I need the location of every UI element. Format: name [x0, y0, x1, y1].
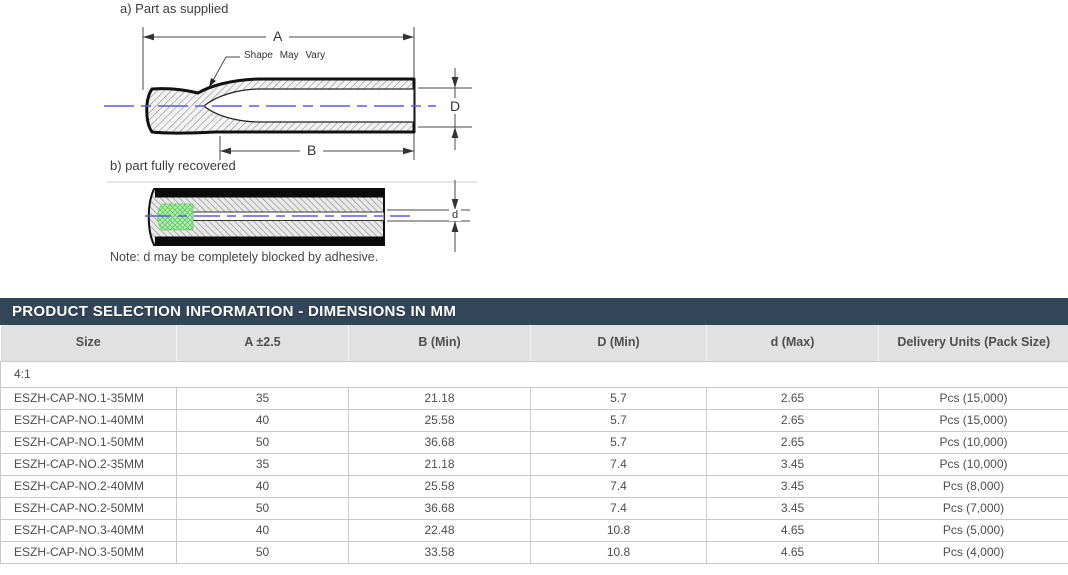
dim-label-d: d	[449, 209, 462, 221]
table-cell: 36.68	[348, 430, 531, 454]
table-cell: ESZH-CAP-NO.3-40MM	[0, 518, 177, 542]
figure-b-caption: b) part fully recovered	[110, 158, 236, 173]
table-cell: 5.7	[530, 386, 707, 410]
table-row: ESZH-CAP-NO.2-35MM 35 21.18 7.4 3.45 Pcs (10,…	[0, 452, 1068, 476]
table-row: ESZH-CAP-NO.1-35MM 35 21.18 5.7 2.65 Pcs (15,…	[0, 386, 1068, 410]
figures-section: a) Part as supplied Shape May Vary A B D…	[104, 1, 477, 264]
table-cell: Pcs (8,000)	[878, 474, 1068, 498]
table-cell: 21.18	[348, 386, 531, 410]
table-cell: Pcs (10,000)	[878, 430, 1068, 454]
table-cell: 4.65	[706, 518, 879, 542]
table-cell: 33.58	[348, 540, 531, 564]
table-cell: 35	[176, 386, 349, 410]
dim-label-A: A	[266, 28, 290, 44]
table-cell: ESZH-CAP-NO.2-50MM	[0, 496, 177, 520]
dim-label-B: B	[300, 142, 324, 158]
table-cell: 50	[176, 430, 349, 454]
table-cell: Pcs (15,000)	[878, 408, 1068, 432]
table-row: ESZH-CAP-NO.2-40MM 40 25.58 7.4 3.45 Pcs (8,0…	[0, 474, 1068, 498]
col-header-size: Size	[0, 325, 177, 362]
table-cell: 25.58	[348, 474, 531, 498]
table-cell: Pcs (4,000)	[878, 540, 1068, 564]
table-cell: 36.68	[348, 496, 531, 520]
table-cell: Pcs (7,000)	[878, 496, 1068, 520]
col-header-d-max: d (Max)	[706, 325, 879, 362]
figure-a-drawing	[104, 27, 472, 160]
col-header-delivery-units: Delivery Units (Pack Size)	[878, 325, 1068, 362]
table-cell: 3.45	[706, 452, 879, 476]
table-cell: Pcs (15,000)	[878, 386, 1068, 410]
table-title: PRODUCT SELECTION INFORMATION - DIMENSIO…	[12, 303, 457, 320]
adhesive-plug	[157, 203, 194, 231]
table-cell: Pcs (5,000)	[878, 518, 1068, 542]
figure-b-drawing	[107, 180, 477, 252]
technical-diagram-svg	[104, 27, 477, 252]
shape-note-leader	[209, 56, 240, 87]
col-header-b-min: B (Min)	[348, 325, 531, 362]
table-cell: 7.4	[530, 496, 707, 520]
table-cell: 10.8	[530, 540, 707, 564]
group-label: 4:1	[0, 360, 1068, 388]
table-row: ESZH-CAP-NO.3-50MM 50 33.58 10.8 4.65 Pcs (4,…	[0, 540, 1068, 564]
table-row: ESZH-CAP-NO.2-50MM 50 36.68 7.4 3.45 Pcs (7,0…	[0, 496, 1068, 520]
table-cell: 21.18	[348, 452, 531, 476]
shape-may-vary-note: Shape May Vary	[244, 50, 326, 61]
table-group-row: 4:1	[0, 360, 1068, 388]
adhesive-note: Note: d may be completely blocked by adh…	[110, 250, 379, 264]
table-header-row: Size A ±2.5 B (Min) D (Min) d (Max) Deli…	[0, 325, 1068, 362]
table-cell: 40	[176, 408, 349, 432]
table-row: ESZH-CAP-NO.1-50MM 50 36.68 5.7 2.65 Pcs (10,…	[0, 430, 1068, 454]
table-title-bar: PRODUCT SELECTION INFORMATION - DIMENSIO…	[0, 298, 1068, 325]
dim-label-D: D	[446, 98, 465, 114]
dimensions-table: Size A ±2.5 B (Min) D (Min) d (Max) Deli…	[0, 325, 1068, 564]
table-cell: 5.7	[530, 430, 707, 454]
col-header-d-min: D (Min)	[530, 325, 707, 362]
table-cell: 7.4	[530, 474, 707, 498]
table-cell: 7.4	[530, 452, 707, 476]
table-cell: 2.65	[706, 430, 879, 454]
dimension-D	[418, 68, 472, 150]
table-cell: 40	[176, 474, 349, 498]
table-cell: 3.45	[706, 474, 879, 498]
table-cell: 50	[176, 540, 349, 564]
table-body: 4:1 ESZH-CAP-NO.1-35MM 35 21.18 5.7 2.65 Pcs (…	[0, 360, 1068, 564]
table-row: ESZH-CAP-NO.1-40MM 40 25.58 5.7 2.65 Pcs (15,…	[0, 408, 1068, 432]
table-cell: 40	[176, 518, 349, 542]
table-cell: ESZH-CAP-NO.1-40MM	[0, 408, 177, 432]
product-selection-section: PRODUCT SELECTION INFORMATION - DIMENSIO…	[0, 298, 1068, 564]
table-cell: ESZH-CAP-NO.3-50MM	[0, 540, 177, 564]
table-cell: 5.7	[530, 408, 707, 432]
table-cell: 25.58	[348, 408, 531, 432]
col-header-a: A ±2.5	[176, 325, 349, 362]
table-cell: 2.65	[706, 408, 879, 432]
table-cell: 4.65	[706, 540, 879, 564]
table-row: ESZH-CAP-NO.3-40MM 40 22.48 10.8 4.65 Pcs (5,…	[0, 518, 1068, 542]
table-cell: 35	[176, 452, 349, 476]
table-cell: 50	[176, 496, 349, 520]
table-cell: ESZH-CAP-NO.2-40MM	[0, 474, 177, 498]
table-cell: Pcs (10,000)	[878, 452, 1068, 476]
table-cell: 10.8	[530, 518, 707, 542]
table-cell: ESZH-CAP-NO.1-50MM	[0, 430, 177, 454]
table-cell: ESZH-CAP-NO.2-35MM	[0, 452, 177, 476]
figure-a-caption: a) Part as supplied	[120, 1, 229, 16]
table-cell: 2.65	[706, 386, 879, 410]
table-cell: 22.48	[348, 518, 531, 542]
table-cell: 3.45	[706, 496, 879, 520]
table-cell: ESZH-CAP-NO.1-35MM	[0, 386, 177, 410]
